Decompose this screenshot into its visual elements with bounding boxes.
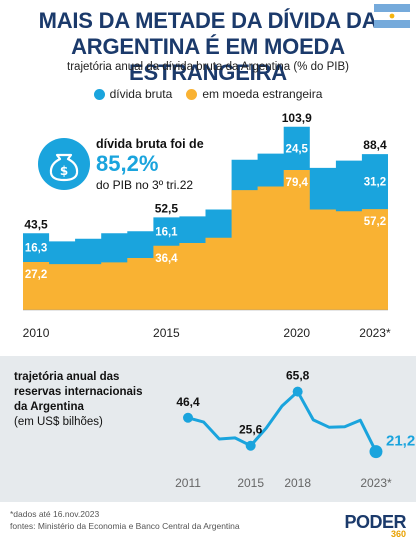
total-label-2020: 103,9 (282, 111, 312, 125)
page-title: MAIS DA METADE DA DÍVIDA DA ARGENTINA É … (0, 8, 416, 86)
logo-brand-sub: 360 (390, 529, 406, 539)
reserves-x-tick-2018: 2018 (284, 476, 311, 490)
difference-label-2020: 24,5 (286, 143, 309, 155)
legend-label-moeda: em moeda estrangeira (202, 87, 323, 101)
reserves-point-2023 (369, 445, 383, 459)
reserves-point-2018 (292, 386, 303, 397)
chart-subtitle: trajetória anual da dívida bruta da Arge… (67, 61, 349, 73)
footer-note: *dados até 16.nov.2023 (10, 509, 100, 519)
total-label-2015: 52,5 (155, 201, 179, 215)
series-moeda-estrangeira-area (23, 170, 388, 310)
foreign-label-2010: 27,2 (25, 269, 47, 281)
legend: dívida bruta em moeda estrangeira (0, 86, 416, 102)
total-label-2010: 43,5 (24, 217, 48, 231)
money-bag-icon: $ (38, 138, 90, 190)
difference-label-2023: 31,2 (364, 177, 386, 189)
legend-item-divida: dívida bruta (93, 86, 173, 102)
reserves-title-line-3: da Argentina (14, 401, 84, 413)
legend-label-divida: dívida bruta (109, 87, 173, 101)
x-tick-2015: 2015 (153, 326, 180, 340)
argentina-flag-icon (374, 4, 410, 28)
x-tick-2023: 2023* (359, 326, 391, 340)
title-line-1: MAIS DA METADE DA DÍVIDA DA (38, 8, 378, 33)
difference-label-2015: 16,1 (155, 227, 178, 239)
legend-item-moeda: em moeda estrangeira (186, 86, 322, 102)
legend-swatch-divida (93, 88, 105, 100)
reserves-panel: trajetória anual das reservas internacio… (0, 356, 416, 502)
footer: *dados até 16.nov.2023 fontes: Ministéri… (10, 508, 240, 532)
reserves-line (187, 390, 378, 453)
reserves-title-line-2: reservas internacionais (14, 386, 143, 398)
reserves-label-2023: 21,2 (386, 433, 415, 450)
difference-label-2010: 16,3 (25, 243, 47, 255)
reserves-title: trajetória anual das reservas internacio… (14, 370, 184, 430)
foreign-label-2020: 79,4 (286, 177, 309, 189)
callout-tail: do PIB no 3º tri.22 (96, 178, 194, 192)
reserves-x-tick-2015: 2015 (237, 476, 264, 490)
reserves-title-line-1: trajetória anual das (14, 371, 120, 383)
debt-area-chart: 43,5 52,5 103,9 88,4 16,3 16,1 24,5 31,2 27,2 36,… (23, 111, 391, 340)
reserves-label-2018: 65,8 (286, 369, 310, 383)
x-tick-2020: 2020 (283, 326, 310, 340)
x-tick-2010: 2010 (23, 326, 50, 340)
reserves-point-2011 (183, 412, 193, 423)
reserves-point-2015 (245, 440, 256, 451)
reserves-label-2015: 25,6 (239, 423, 263, 437)
reserves-x-tick-2023: 2023* (360, 476, 392, 490)
poder360-logo: PODER 360 (344, 512, 406, 539)
total-label-2023: 88,4 (363, 138, 387, 152)
callout-box: $ dívida bruta foi de 85,2% do PIB no 3º… (38, 134, 268, 200)
callout-value: 85,2% (96, 151, 159, 176)
foreign-label-2015: 36,4 (155, 253, 178, 265)
title-line-2: ARGENTINA É EM MOEDA ESTRANGEIRA (71, 34, 345, 85)
reserves-x-tick-2011: 2011 (175, 476, 201, 490)
svg-text:$: $ (60, 164, 68, 178)
logo-brand: PODER (344, 512, 406, 532)
legend-swatch-moeda (186, 88, 198, 100)
callout-lead: dívida bruta foi de (96, 137, 204, 151)
footer-sources: fontes: Ministério da Economia e Banco C… (10, 521, 240, 531)
reserves-unit: (em US$ bilhões) (14, 416, 103, 428)
reserves-line-chart: 46,4 25,6 65,8 21,2 2011 2015 2018 2023* (175, 369, 415, 490)
reserves-label-2011: 46,4 (176, 395, 200, 409)
foreign-label-2023: 57,2 (364, 216, 386, 228)
